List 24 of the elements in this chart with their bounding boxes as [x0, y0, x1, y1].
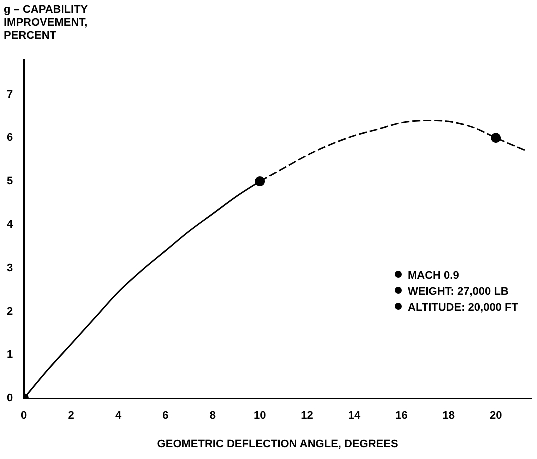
annotation: MACH 0.9	[407, 269, 460, 284]
x-tick-label: 4	[115, 410, 122, 422]
x-tick-label: 18	[442, 410, 456, 422]
x-tick-label: 20	[490, 410, 502, 422]
x-tick-label: 8	[210, 410, 216, 422]
annotation: ALTITUDE: 20,000 FT	[407, 301, 518, 316]
annotation: WEIGHT: 27,000 LB	[407, 285, 510, 300]
x-tick-label: 2	[68, 410, 74, 422]
x-tick-label: 12	[301, 410, 314, 422]
x-tick-label: 0	[21, 410, 28, 422]
y-tick-label: 6	[6, 132, 14, 144]
x-tick-label: 10	[254, 410, 266, 422]
y-tick-label: 3	[6, 262, 14, 274]
x-axis-title: GEOMETRIC DEFLECTION ANGLE, DEGREES	[157, 438, 398, 450]
y-tick-label: 5	[6, 176, 14, 188]
x-tick-label: 6	[162, 410, 169, 422]
y-tick-label: 4	[6, 218, 14, 231]
y-tick-label: 7	[6, 88, 14, 101]
x-tick-label: 14	[348, 410, 362, 422]
y-tick-label: 0	[6, 392, 14, 405]
y-axis-title: g – CAPABILITY IMPROVEMENT, PERCENT	[4, 4, 88, 43]
y-tick-label: 1	[6, 349, 14, 362]
y-tick-label: 2	[6, 306, 14, 318]
x-tick-label: 16	[396, 410, 408, 422]
